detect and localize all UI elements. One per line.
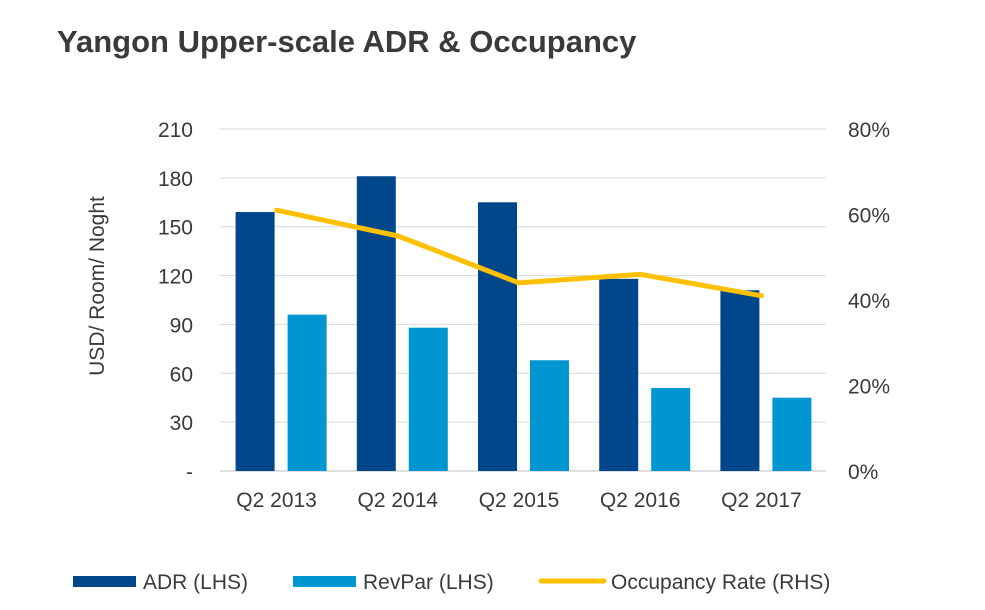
legend-label: ADR (LHS) (143, 571, 248, 594)
y2-tick-label: 20% (848, 376, 890, 399)
y2-tick-label: 80% (848, 119, 890, 142)
legend: ADR (LHS) RevPar (LHS) Occupancy Rate (RHS… (73, 571, 830, 594)
legend-swatch-adr (73, 576, 136, 587)
bars (235, 176, 812, 472)
x-tick-label: Q2 2017 (721, 489, 802, 512)
left-axis-ticks: - 30 60 90 120 150 180 210 (158, 119, 193, 484)
y2-tick-label: 0% (848, 461, 878, 484)
right-axis-ticks: 0% 20% 40% 60% 80% (848, 119, 890, 484)
occupancy-rate-line (274, 207, 764, 299)
x-tick-label: Q2 2016 (600, 489, 681, 512)
bar-revpar (287, 314, 327, 471)
y-tick-label: 210 (158, 119, 193, 142)
y-tick-label: 120 (158, 266, 193, 289)
bar-revpar (408, 327, 448, 471)
legend-swatch-revpar (293, 576, 356, 587)
chart-title: Yangon Upper-scale ADR & Occupancy (57, 24, 637, 59)
category-labels: Q2 2013 Q2 2014 Q2 2015 Q2 2016 Q2 2017 (236, 489, 801, 512)
y2-tick-label: 40% (848, 290, 890, 313)
x-tick-label: Q2 2015 (479, 489, 560, 512)
bar-revpar (772, 397, 812, 471)
legend-label: RevPar (LHS) (363, 571, 494, 594)
bar-adr (599, 278, 639, 471)
bar-revpar (651, 387, 691, 471)
y-tick-label: 60 (170, 363, 193, 386)
occupancy-line (274, 207, 764, 299)
y-tick-label: - (186, 461, 193, 484)
y-tick-label: 30 (170, 412, 193, 435)
y-axis-title: USD/ Room/ Noght (86, 196, 109, 376)
y-tick-label: 150 (158, 217, 193, 240)
bar-revpar (530, 360, 569, 471)
y-tick-label: 90 (170, 314, 193, 337)
bar-adr (478, 202, 517, 472)
legend-label: Occupancy Rate (RHS) (611, 571, 830, 594)
bar-adr (235, 212, 275, 472)
bar-adr (356, 176, 396, 471)
y2-tick-label: 60% (848, 205, 890, 228)
bar-adr (720, 290, 760, 471)
y-tick-label: 180 (158, 168, 193, 191)
x-tick-label: Q2 2013 (236, 489, 317, 512)
x-tick-label: Q2 2014 (358, 489, 439, 512)
